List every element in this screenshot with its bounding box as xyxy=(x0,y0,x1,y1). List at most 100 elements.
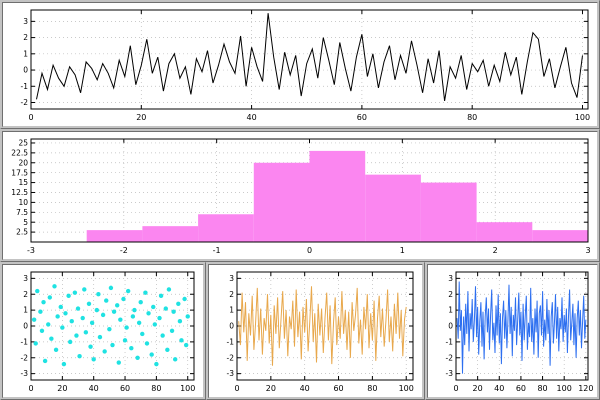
scatter-cyan-point xyxy=(74,333,79,338)
scatter-cyan-point xyxy=(35,288,40,294)
y-tick-label: 22.5 xyxy=(11,148,28,157)
y-tick-label: 3 xyxy=(448,274,453,283)
plot-frame xyxy=(236,271,414,381)
scatter-cyan-point xyxy=(176,301,181,306)
scatter-cyan-point xyxy=(66,293,71,299)
x-tick-label: 40 xyxy=(494,384,504,393)
scatter-cyan-point xyxy=(52,284,57,289)
scatter-cyan-point xyxy=(121,296,126,302)
scatter-cyan-point xyxy=(124,325,129,330)
scatter-cyan-point xyxy=(33,341,38,346)
y-tick-label: -1 xyxy=(21,82,29,91)
scatter-cyan-point xyxy=(83,330,89,335)
y-tick-label: 15 xyxy=(18,178,28,187)
y-tick-label: -2 xyxy=(227,353,235,362)
x-tick-label: 20 xyxy=(136,113,146,122)
scatter-cyan-point xyxy=(183,342,189,348)
panel-scatter-chart: 0 20 40 60 80 100 -3 -2 -1 0 1 2 3 xyxy=(0,262,206,400)
y-tick-label: 0 xyxy=(23,66,28,75)
y-tick-label: -2 xyxy=(446,353,454,362)
x-tick-label: 60 xyxy=(120,384,130,393)
y-tick-label: 12.5 xyxy=(11,188,28,197)
scatter-cyan-point xyxy=(185,314,190,319)
scatter-cyan-point xyxy=(82,287,87,292)
y-tick-label: 5 xyxy=(23,218,28,227)
scatter-cyan-point xyxy=(158,293,164,299)
y-tick-label: -1 xyxy=(227,337,235,346)
scatter-cyan-point xyxy=(55,314,60,319)
x-tick-label: 100 xyxy=(575,113,590,122)
scatter-cyan-point xyxy=(60,325,65,330)
y-tick-label: 2 xyxy=(23,33,28,42)
histogram-pink-bar xyxy=(142,226,199,242)
y-tick-label: 20 xyxy=(18,158,28,167)
scatter-cyan-point xyxy=(86,301,92,306)
y-tick-label: -3 xyxy=(21,369,29,378)
scatter-cyan-point xyxy=(102,349,107,354)
scatter-cyan-point xyxy=(169,328,175,333)
scatter-cyan-point xyxy=(182,296,187,302)
x-tick-label: 0 xyxy=(234,384,239,393)
scatter-cyan-point xyxy=(104,298,109,303)
scatter-cyan-point xyxy=(172,357,178,362)
scatter-cyan-point xyxy=(91,357,96,362)
histogram-pink-bar xyxy=(198,214,254,242)
scatter-cyan-point xyxy=(75,306,81,311)
scatter-cyan-point xyxy=(152,322,158,327)
scatter-cyan-point xyxy=(47,295,53,300)
scatter-cyan-point xyxy=(69,319,74,324)
y-tick-label: 2 xyxy=(229,290,234,299)
scatter-cyan-point xyxy=(171,309,176,314)
scatter-cyan-point xyxy=(143,290,148,295)
scatter-cyan-point xyxy=(97,334,103,340)
scatter-cyan-point xyxy=(160,333,165,338)
scatter-cyan-point xyxy=(132,307,137,313)
x-tick-label: 60 xyxy=(333,384,343,393)
noise-line-orange-svg: 0 20 40 60 80 100 -3 -2 -1 0 1 2 3 xyxy=(227,271,414,393)
x-tick-label: 0 xyxy=(28,113,33,122)
panel-histogram-chart: -3 -2 -1 0 1 2 3 2.5 5 7.5 10 12.5 15 17.5 20 22.5 25 xyxy=(0,129,600,262)
y-tick-label: 2 xyxy=(23,290,28,299)
plot-frame xyxy=(30,138,589,243)
y-tick-label: 0 xyxy=(23,322,28,331)
y-tick-label: 17.5 xyxy=(11,168,28,177)
x-tick-label: 20 xyxy=(473,384,483,393)
histogram-pink-bar xyxy=(420,182,477,242)
y-tick-label: 1 xyxy=(229,306,234,315)
scatter-cyan-point xyxy=(67,339,73,345)
y-tick-label: -3 xyxy=(446,369,454,378)
x-tick-label: -2 xyxy=(120,246,128,255)
scatter-cyan-point xyxy=(144,341,150,346)
x-tick-label: 80 xyxy=(537,384,547,393)
scatter-cyan-point xyxy=(58,304,63,310)
histogram-pink-bar xyxy=(86,230,143,242)
noise-line-blue-svg: 0 20 40 60 80 100 120 -3 -2 -1 0 1 2 3 xyxy=(446,271,593,393)
scatter-cyan-point xyxy=(46,322,51,327)
scatter-cyan-point xyxy=(149,352,154,357)
scatter-cyan-point xyxy=(110,342,115,348)
scatter-cyan-point xyxy=(129,346,134,351)
scatter-cyan-point xyxy=(151,304,156,310)
scatter-cyan-point xyxy=(77,353,82,359)
scatter-cyan-point xyxy=(177,319,183,324)
histogram-pink-bar xyxy=(309,150,366,242)
panel-blue-line-chart: 0 20 40 60 80 100 120 -3 -2 -1 0 1 2 3 xyxy=(425,262,600,400)
x-tick-label: 120 xyxy=(578,384,593,393)
x-tick-label: 20 xyxy=(57,384,67,393)
noise-line-black-series xyxy=(36,13,583,101)
plot-frame xyxy=(30,9,589,110)
scatter-cyan-point xyxy=(116,360,121,365)
x-tick-label: 80 xyxy=(151,384,161,393)
x-tick-label: 0 xyxy=(307,246,312,255)
scatter-cyan-point xyxy=(130,314,136,319)
panel-noise-line-chart: 0 20 40 60 80 100 -2 -1 0 1 2 3 xyxy=(0,0,600,129)
scatter-cyan-point xyxy=(140,331,145,337)
x-tick-label: 20 xyxy=(266,384,276,393)
plot-frame xyxy=(30,271,195,381)
x-tick-label: 40 xyxy=(300,384,310,393)
scatter-cyan-point xyxy=(53,347,59,353)
scatter-cyan-point xyxy=(61,361,67,367)
histogram-pink-bar xyxy=(532,230,588,242)
scatter-cyan-point xyxy=(163,306,168,311)
y-tick-label: 3 xyxy=(23,17,28,26)
